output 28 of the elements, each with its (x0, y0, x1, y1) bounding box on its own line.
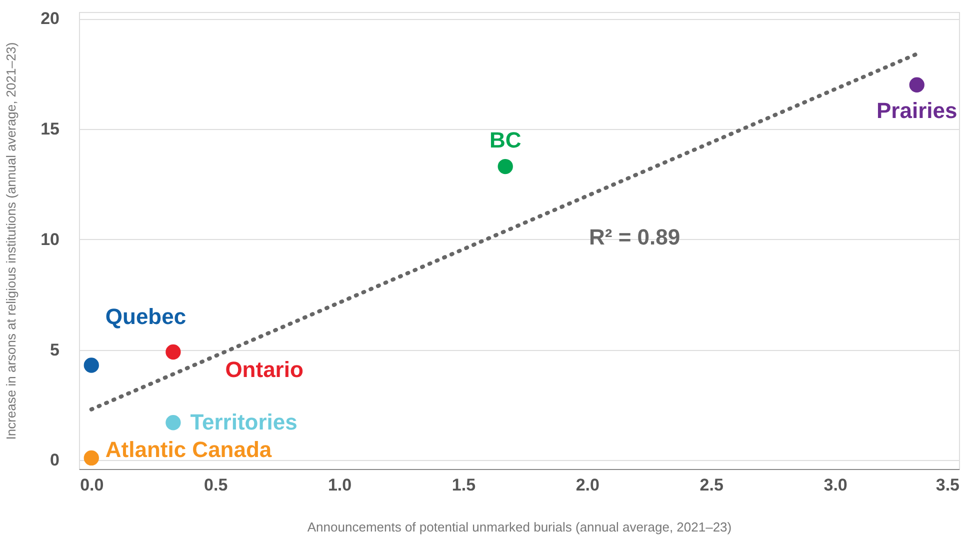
y-tick-label: 20 (40, 9, 60, 28)
x-tick-label: 1.0 (328, 476, 352, 494)
series-label: Atlantic Canada (105, 436, 272, 462)
point (166, 415, 181, 430)
annotation: R² = 0.89 (589, 224, 680, 250)
point (909, 77, 924, 92)
x-tick-label: 1.5 (452, 476, 476, 494)
y-tick-label: 10 (40, 230, 60, 249)
series-label: Quebec (105, 304, 186, 330)
x-tick-label: 0.0 (80, 476, 104, 494)
point (84, 358, 99, 373)
x-tick-label: 3.0 (824, 476, 848, 494)
point (84, 450, 99, 466)
y-tick-label: 5 (50, 340, 60, 360)
y-axis-title: Increase in arsons at religious institutions (annual average, 2021–23) (4, 42, 19, 440)
point (498, 158, 513, 174)
series-label: Territories (190, 410, 298, 435)
y-tick-label: 15 (40, 120, 60, 139)
x-tick-label: 0.5 (204, 476, 228, 494)
series-label: Prairies (876, 98, 958, 123)
x-tick-label: 3.5 (936, 476, 960, 494)
x-tick-label: 2.0 (576, 476, 600, 494)
point (166, 344, 181, 360)
x-tick-label: 2.5 (700, 476, 724, 494)
x-axis-title: Announcements of potential unmarked burials (annual average, 2021–23) (307, 520, 732, 534)
y-tick-label: 0 (50, 450, 60, 470)
series-label: BC (489, 128, 522, 153)
text: Ontario (225, 356, 304, 382)
